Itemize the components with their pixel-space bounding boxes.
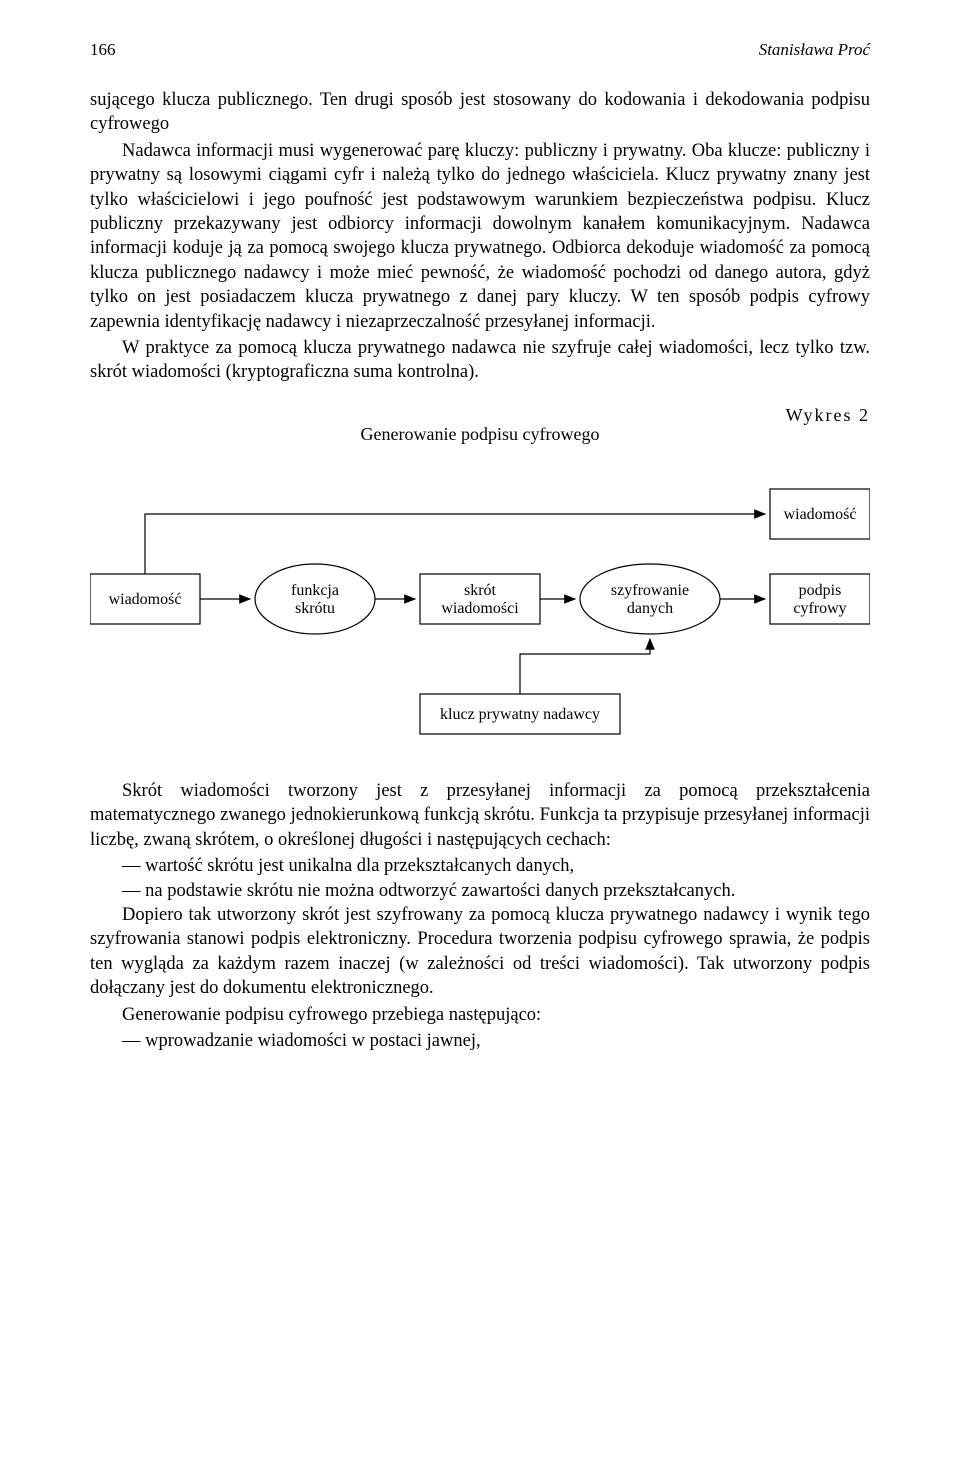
list-item-3: — wprowadzanie wiadomości w postaci jawn…: [90, 1029, 870, 1053]
diagram-svg: wiadomość funkcjaskrótu skrótwiadomości szy…: [90, 469, 870, 749]
figure-caption-right: Wykres 2: [90, 405, 870, 426]
paragraph-3: W praktyce za pomocą klucza prywatnego n…: [90, 336, 870, 385]
svg-text:wiadomość: wiadomość: [109, 591, 182, 608]
svg-text:wiadomość: wiadomość: [784, 506, 857, 523]
paragraph-1: sującego klucza publicznego. Ten drugi s…: [90, 88, 870, 137]
list-item-1: — wartość skrótu jest unikalna dla przek…: [90, 854, 870, 878]
svg-text:wiadomości: wiadomości: [441, 600, 519, 617]
svg-text:danych: danych: [627, 600, 673, 617]
svg-text:skrót: skrót: [464, 582, 497, 599]
author-name: Stanisława Proć: [759, 40, 870, 60]
figure-caption-center: Generowanie podpisu cyfrowego: [90, 424, 870, 445]
page: 166 Stanisława Proć sującego klucza publ…: [0, 0, 960, 1093]
paragraph-5: Dopiero tak utworzony skrót jest szyfrow…: [90, 903, 870, 1001]
node-funk: [255, 564, 375, 634]
edge-4: [145, 514, 765, 574]
paragraph-2: Nadawca informacji musi wygenerować parę…: [90, 139, 870, 334]
svg-text:skrótu: skrótu: [295, 600, 335, 617]
edge-5: [520, 639, 650, 694]
svg-text:klucz prywatny nadawcy: klucz prywatny nadawcy: [440, 706, 600, 723]
svg-text:podpis: podpis: [799, 582, 842, 599]
page-number: 166: [90, 40, 116, 60]
page-header: 166 Stanisława Proć: [90, 40, 870, 60]
list-item-2: — na podstawie skrótu nie można odtworzy…: [90, 879, 870, 903]
node-szyfr: [580, 564, 720, 634]
diagram: wiadomość funkcjaskrótu skrótwiadomości szy…: [90, 469, 870, 749]
paragraph-6: Generowanie podpisu cyfrowego przebiega …: [90, 1003, 870, 1027]
svg-text:funkcja: funkcja: [291, 582, 339, 599]
svg-text:cyfrowy: cyfrowy: [793, 600, 846, 617]
paragraph-4: Skrót wiadomości tworzony jest z przesył…: [90, 779, 870, 852]
svg-text:szyfrowanie: szyfrowanie: [611, 582, 689, 599]
